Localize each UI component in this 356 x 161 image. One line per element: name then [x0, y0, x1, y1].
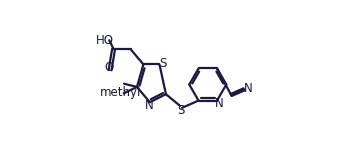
- Text: N: N: [244, 82, 252, 95]
- Text: HO: HO: [96, 34, 114, 47]
- Text: methyl: methyl: [100, 86, 142, 99]
- Text: S: S: [178, 104, 185, 117]
- Text: S: S: [159, 57, 167, 70]
- Text: N: N: [145, 99, 153, 112]
- Text: O: O: [105, 61, 114, 74]
- Text: N: N: [215, 97, 223, 110]
